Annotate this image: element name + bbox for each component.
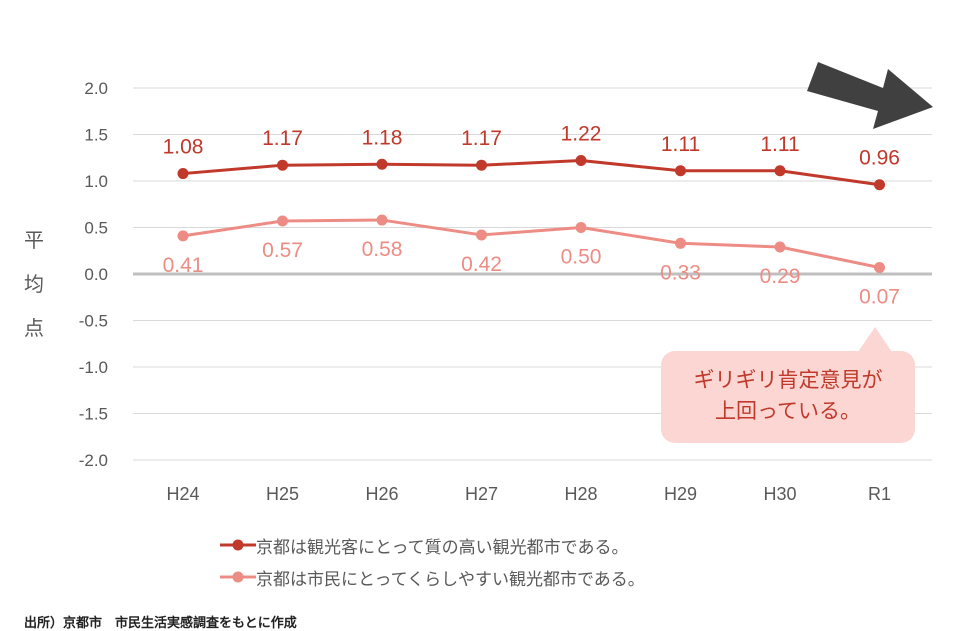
x-tick-label: H28: [564, 484, 597, 504]
y-tick-label: -1.5: [79, 405, 108, 424]
callout-pointer: [858, 327, 892, 352]
x-tick-label: H26: [365, 484, 398, 504]
data-label: 1.11: [661, 133, 700, 156]
data-point: [476, 229, 487, 241]
data-point: [277, 215, 288, 227]
data-label: 0.33: [660, 261, 701, 284]
legend-swatch-2: [220, 571, 256, 583]
data-point: [575, 222, 587, 233]
data-label: 1.17: [461, 127, 502, 150]
data-point: [177, 230, 189, 242]
data-label: 1.11: [760, 133, 799, 156]
x-tick-label: H25: [266, 484, 299, 504]
data-label: 0.96: [859, 147, 900, 170]
data-label: 0.50: [561, 246, 602, 269]
y-tick-label: -2.0: [79, 451, 108, 470]
data-label: 0.07: [859, 285, 900, 308]
series-line-2: [182, 218, 880, 269]
y-tick-label: 0.0: [84, 265, 108, 284]
x-tick-label: H24: [166, 484, 199, 504]
legend-swatch-1: [220, 539, 256, 551]
data-label: 0.41: [163, 254, 204, 277]
trend-arrow-icon: [807, 62, 933, 129]
y-tick-label: 1.5: [84, 126, 108, 145]
data-label: 0.29: [760, 265, 801, 288]
data-point: [476, 159, 487, 171]
data-label: 1.22: [561, 123, 602, 146]
legend-label-1: 京都は観光客にとって質の高い観光都市である。: [256, 538, 629, 558]
data-point: [675, 237, 686, 249]
data-label: 0.58: [362, 238, 403, 261]
legend-label-2: 京都は市民にとってくらしやすい観光都市である。: [256, 570, 645, 590]
series-line-1: [182, 159, 880, 187]
x-tick-label: H29: [664, 484, 697, 504]
data-point: [376, 158, 388, 170]
data-label: 1.08: [163, 136, 204, 159]
x-tick-label: H27: [465, 484, 498, 504]
y-tick-label: -1.0: [79, 358, 108, 377]
data-label: 0.42: [461, 253, 502, 276]
data-point: [277, 159, 288, 171]
data-point: [874, 261, 885, 273]
data-point: [774, 241, 786, 253]
annotation-text: ギリギリ肯定意見が 上回っている。: [661, 365, 915, 427]
y-axis-label-char-3: 点: [24, 316, 44, 340]
x-tick-label: R1: [868, 484, 891, 504]
data-point: [774, 165, 786, 177]
source-note: 出所）京都市 市民生活実感調査をもとに作成: [24, 616, 297, 631]
y-axis-label-char-2: 均: [24, 272, 44, 296]
y-axis-label-char-1: 平: [24, 228, 44, 252]
data-label: 1.18: [362, 126, 403, 149]
data-point: [177, 168, 189, 180]
annotation-line-2: 上回っている。: [715, 399, 861, 423]
data-label: 1.17: [262, 127, 303, 150]
y-tick-label: -0.5: [79, 312, 108, 331]
data-point: [874, 179, 885, 191]
annotation-line-1: ギリギリ肯定意見が: [693, 368, 883, 392]
y-tick-label: 0.5: [84, 219, 108, 238]
data-point: [575, 155, 587, 167]
data-point: [675, 165, 686, 177]
y-tick-label: 2.0: [84, 79, 108, 98]
data-point: [376, 214, 388, 226]
y-tick-label: 1.0: [84, 172, 108, 191]
x-tick-label: H30: [763, 484, 796, 504]
annotation-callout: ギリギリ肯定意見が 上回っている。: [661, 351, 915, 443]
data-label: 0.57: [262, 239, 303, 262]
